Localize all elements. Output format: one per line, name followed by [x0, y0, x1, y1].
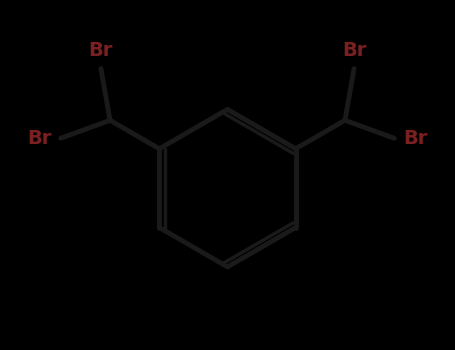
Text: Br: Br [403, 129, 427, 148]
Text: Br: Br [89, 41, 113, 60]
Text: Br: Br [28, 129, 52, 148]
Text: Br: Br [342, 41, 366, 60]
